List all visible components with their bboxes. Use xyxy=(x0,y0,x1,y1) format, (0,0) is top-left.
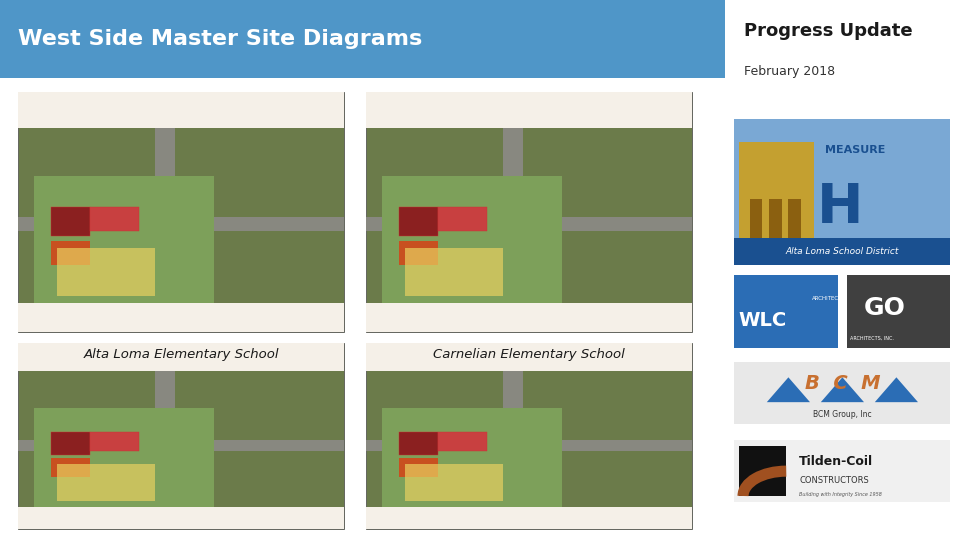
FancyBboxPatch shape xyxy=(382,176,562,308)
FancyBboxPatch shape xyxy=(750,199,762,243)
Text: Building with Integrity Since 1958: Building with Integrity Since 1958 xyxy=(799,492,882,497)
FancyBboxPatch shape xyxy=(51,458,90,477)
Text: WLC: WLC xyxy=(739,311,787,330)
FancyBboxPatch shape xyxy=(734,362,950,424)
FancyBboxPatch shape xyxy=(398,207,438,236)
Text: BCM Group, Inc: BCM Group, Inc xyxy=(813,410,872,419)
FancyBboxPatch shape xyxy=(788,199,802,243)
FancyBboxPatch shape xyxy=(405,248,503,296)
FancyBboxPatch shape xyxy=(156,343,175,529)
FancyBboxPatch shape xyxy=(734,440,950,502)
FancyBboxPatch shape xyxy=(18,343,345,529)
Text: February 2018: February 2018 xyxy=(744,65,835,78)
FancyBboxPatch shape xyxy=(366,92,692,128)
FancyBboxPatch shape xyxy=(382,408,562,511)
FancyBboxPatch shape xyxy=(847,275,950,348)
FancyBboxPatch shape xyxy=(438,207,487,231)
FancyBboxPatch shape xyxy=(503,92,522,332)
FancyBboxPatch shape xyxy=(398,458,438,477)
FancyBboxPatch shape xyxy=(51,207,90,236)
FancyBboxPatch shape xyxy=(739,142,814,247)
FancyBboxPatch shape xyxy=(366,92,692,332)
FancyBboxPatch shape xyxy=(51,241,90,265)
FancyBboxPatch shape xyxy=(366,440,692,451)
FancyBboxPatch shape xyxy=(398,241,438,265)
Text: Carnelian Elementary School: Carnelian Elementary School xyxy=(433,348,625,361)
FancyBboxPatch shape xyxy=(90,433,139,451)
FancyBboxPatch shape xyxy=(35,176,214,308)
Text: H: H xyxy=(816,181,863,235)
Text: West Side Master Site Diagrams: West Side Master Site Diagrams xyxy=(18,29,422,49)
FancyBboxPatch shape xyxy=(18,217,345,231)
FancyBboxPatch shape xyxy=(18,440,345,451)
FancyBboxPatch shape xyxy=(405,464,503,501)
FancyBboxPatch shape xyxy=(35,408,214,511)
FancyBboxPatch shape xyxy=(156,92,175,332)
Polygon shape xyxy=(821,377,864,402)
Polygon shape xyxy=(875,377,918,402)
FancyBboxPatch shape xyxy=(0,0,725,78)
Text: ARCHITECTS, INC.: ARCHITECTS, INC. xyxy=(850,336,894,341)
FancyBboxPatch shape xyxy=(18,343,345,371)
FancyBboxPatch shape xyxy=(18,92,345,332)
FancyBboxPatch shape xyxy=(18,92,345,128)
FancyBboxPatch shape xyxy=(366,507,692,529)
Text: MEASURE: MEASURE xyxy=(826,145,885,155)
FancyBboxPatch shape xyxy=(366,303,692,332)
FancyBboxPatch shape xyxy=(51,433,90,455)
FancyBboxPatch shape xyxy=(734,119,950,265)
FancyBboxPatch shape xyxy=(734,238,950,265)
Text: CONSTRUCTORS: CONSTRUCTORS xyxy=(799,476,869,485)
FancyBboxPatch shape xyxy=(398,433,438,455)
Text: Tilden-Coil: Tilden-Coil xyxy=(799,455,874,468)
FancyBboxPatch shape xyxy=(769,199,781,243)
Polygon shape xyxy=(767,377,810,402)
FancyBboxPatch shape xyxy=(438,433,487,451)
FancyBboxPatch shape xyxy=(90,207,139,231)
FancyBboxPatch shape xyxy=(366,343,692,371)
Text: Alta Loma Elementary School: Alta Loma Elementary School xyxy=(84,348,279,361)
FancyBboxPatch shape xyxy=(739,446,786,496)
FancyBboxPatch shape xyxy=(18,507,345,529)
FancyBboxPatch shape xyxy=(18,303,345,332)
FancyBboxPatch shape xyxy=(366,217,692,231)
FancyBboxPatch shape xyxy=(58,464,156,501)
Text: GO: GO xyxy=(864,296,906,320)
FancyBboxPatch shape xyxy=(734,275,838,348)
FancyBboxPatch shape xyxy=(58,248,156,296)
Text: Alta Loma School District: Alta Loma School District xyxy=(785,247,900,256)
FancyBboxPatch shape xyxy=(366,343,692,529)
FancyBboxPatch shape xyxy=(503,343,522,529)
Text: ARCHITECTS: ARCHITECTS xyxy=(812,296,846,301)
Text: B  C  M: B C M xyxy=(804,374,880,393)
Text: Progress Update: Progress Update xyxy=(744,22,912,39)
